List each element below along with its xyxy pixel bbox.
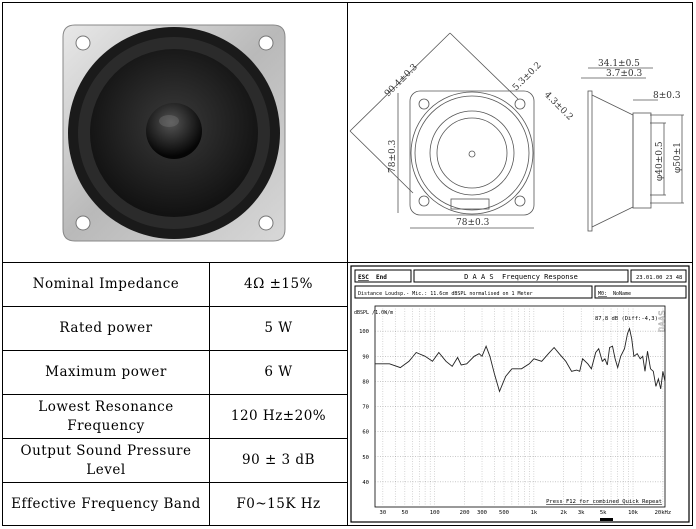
- x-tick-label: 3k: [578, 510, 585, 516]
- dim-hole: 5.3±0.2: [511, 60, 544, 93]
- spec-value: 5 W: [264, 320, 293, 336]
- spec-row: Output Sound Pressure Level 90 ± 3 dB: [3, 439, 347, 483]
- spec-row: Effective Frequency Band F0~15K Hz: [3, 483, 347, 525]
- dim-flange: 3.7±0.3: [606, 69, 642, 79]
- x-tick-label: 50: [402, 510, 409, 516]
- y-tick-label: 40: [362, 480, 369, 486]
- dim-depth: 34.1±0.5: [598, 59, 640, 69]
- x-tick-label: 30: [380, 510, 387, 516]
- spec-value: 120 Hz±20%: [230, 408, 327, 424]
- spec-label: Nominal Impedance: [3, 263, 210, 306]
- chart-footer: Press F12 for combined Quick Repeat: [546, 499, 662, 505]
- spec-value: 6 W: [264, 364, 293, 380]
- x-tick-label: 20kHz: [655, 510, 672, 516]
- spec-label: Maximum power: [3, 351, 210, 394]
- x-tick-label: 5k: [600, 510, 607, 516]
- speaker-photo: [3, 3, 347, 261]
- spec-table: Nominal Impedance 4Ω ±15% Rated power 5 W …: [3, 263, 347, 525]
- x-tick-label: 200: [460, 510, 470, 516]
- chart-annotation: 87,8 dB (Diff:-4,3): [595, 316, 658, 322]
- mode-name: NoName: [613, 291, 631, 297]
- x-tick-label: 300: [477, 510, 487, 516]
- dim-diagonal: 90.4±0.3: [383, 62, 420, 99]
- dim-frame-dia: φ50±1: [673, 142, 683, 173]
- dim-width: 78±0.3: [456, 218, 490, 228]
- divider: [347, 2, 348, 526]
- spec-value: F0~15K Hz: [236, 495, 321, 512]
- y-tick-label: 60: [362, 430, 369, 436]
- dim-magnet-dia: φ40±0.5: [655, 141, 665, 181]
- spec-label: Lowest Resonance Frequency: [3, 395, 210, 438]
- y-tick-label: 50: [362, 455, 369, 461]
- spec-label: Effective Frequency Band: [3, 483, 210, 525]
- y-tick-label: 90: [362, 354, 369, 360]
- x-tick-label: 10k: [628, 510, 639, 516]
- response-curve: [375, 327, 666, 393]
- dim-height: 78±0.3: [388, 139, 398, 173]
- end-label: End: [376, 274, 387, 281]
- spec-row: Rated power 5 W: [3, 307, 347, 351]
- dim-hole-offset: 4.3±0.2: [542, 90, 575, 123]
- y-tick-label: 100: [359, 329, 369, 335]
- x-tick-label: 2k: [560, 510, 567, 516]
- spec-label: Output Sound Pressure Level: [3, 439, 210, 482]
- divider: [2, 262, 693, 263]
- mode-key: M0:: [598, 291, 607, 297]
- dim-magnet-depth: 8±0.3: [653, 91, 681, 101]
- x-tick-label: 500: [499, 510, 509, 516]
- spec-value: 90 ± 3 dB: [241, 452, 315, 468]
- chart-info: Distance Loudsp.- Mic.: 11.6cm dBSPL nor…: [358, 291, 533, 297]
- spec-value: 4Ω ±15%: [244, 276, 313, 292]
- spec-row: Nominal Impedance 4Ω ±15%: [3, 263, 347, 307]
- dimension-drawing: 90.4±0.3 5.3±0.2 4.3±0.2 78±0.3 78±0.3 3…: [348, 3, 692, 261]
- spec-row: Lowest Resonance Frequency 120 Hz±20%: [3, 395, 347, 439]
- spec-label: Rated power: [3, 307, 210, 350]
- x-tick-label: 100: [430, 510, 440, 516]
- x-tick-label: 1k: [531, 510, 538, 516]
- y-tick-label: 70: [362, 405, 369, 411]
- chart-title: D A A S Frequency Response: [464, 273, 578, 281]
- y-tick-label: 80: [362, 379, 369, 385]
- esc-key: ESC: [358, 274, 369, 281]
- spec-row: Maximum power 6 W: [3, 351, 347, 395]
- chart-datetime: 23.01.00 23 48: [636, 275, 682, 281]
- scroll-indicator: [600, 518, 613, 521]
- frequency-response-chart: ESC End D A A S Frequency Response 23.01…: [349, 264, 692, 525]
- y-axis-label: dBSPL /1.0W/m: [354, 310, 393, 316]
